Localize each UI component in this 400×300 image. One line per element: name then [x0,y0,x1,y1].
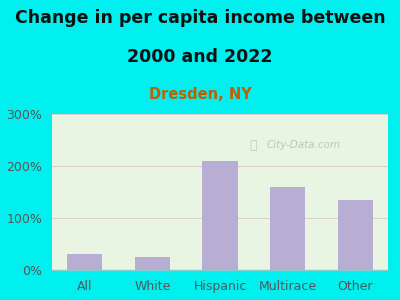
Text: City-Data.com: City-Data.com [267,140,341,150]
Bar [202,161,238,270]
Bar [135,257,170,270]
Bar [67,254,102,270]
Text: 2000 and 2022: 2000 and 2022 [127,48,273,66]
Text: Change in per capita income between: Change in per capita income between [15,9,385,27]
Bar [338,200,373,270]
Text: Dresden, NY: Dresden, NY [149,87,251,102]
Text: ⓘ: ⓘ [250,139,257,152]
Bar [270,187,305,270]
